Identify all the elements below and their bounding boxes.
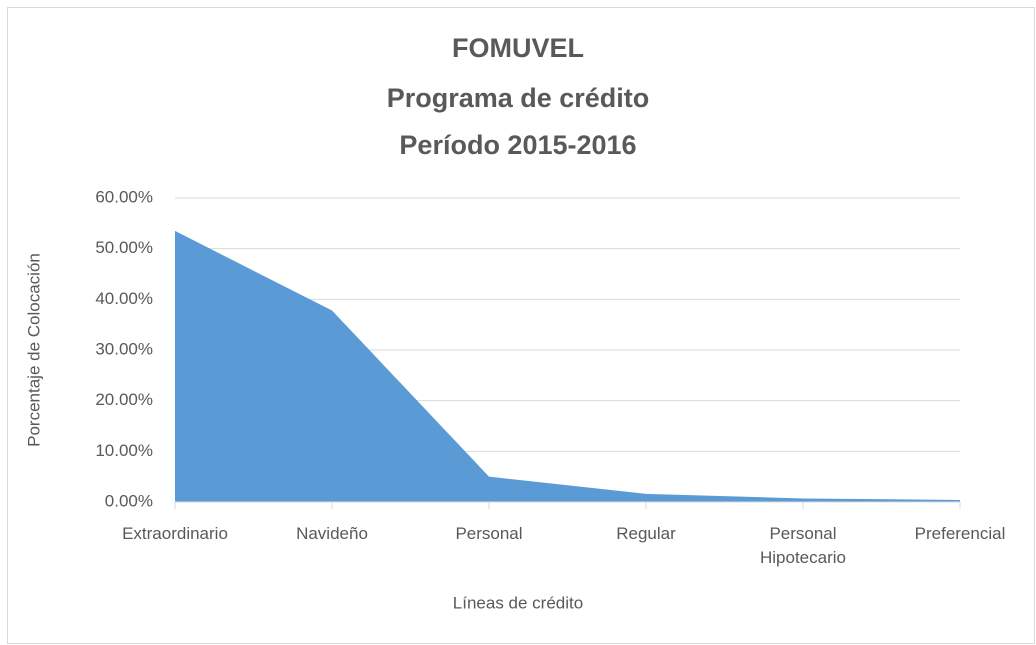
chart-border [7,7,1035,644]
y-tick-label: 30.00% [95,339,153,358]
chart-title: Período 2015-2016 [399,130,636,160]
y-axis-title: Porcentaje de Colocación [24,253,43,447]
x-tick-label: Personal Hipotecario [760,524,846,567]
x-tick-label: Extraordinario [122,524,228,543]
chart-title: FOMUVEL [452,33,584,63]
x-tick-label: Preferencial [914,524,1006,543]
x-tick-label: Navideño [296,524,368,543]
y-tick-label: 10.00% [95,441,153,460]
chart-title: Programa de crédito [387,83,650,113]
y-tick-label: 0.00% [105,491,153,510]
x-tick-label: Personal [455,524,523,543]
x-tick-label: Regular [616,524,676,543]
area [175,230,960,502]
y-tick-label: 50.00% [95,238,153,257]
y-tick-label: 20.00% [95,390,153,409]
y-tick-label: 40.00% [95,289,153,308]
y-tick-label: 60.00% [95,187,153,206]
x-axis-title: Líneas de crédito [453,593,583,612]
